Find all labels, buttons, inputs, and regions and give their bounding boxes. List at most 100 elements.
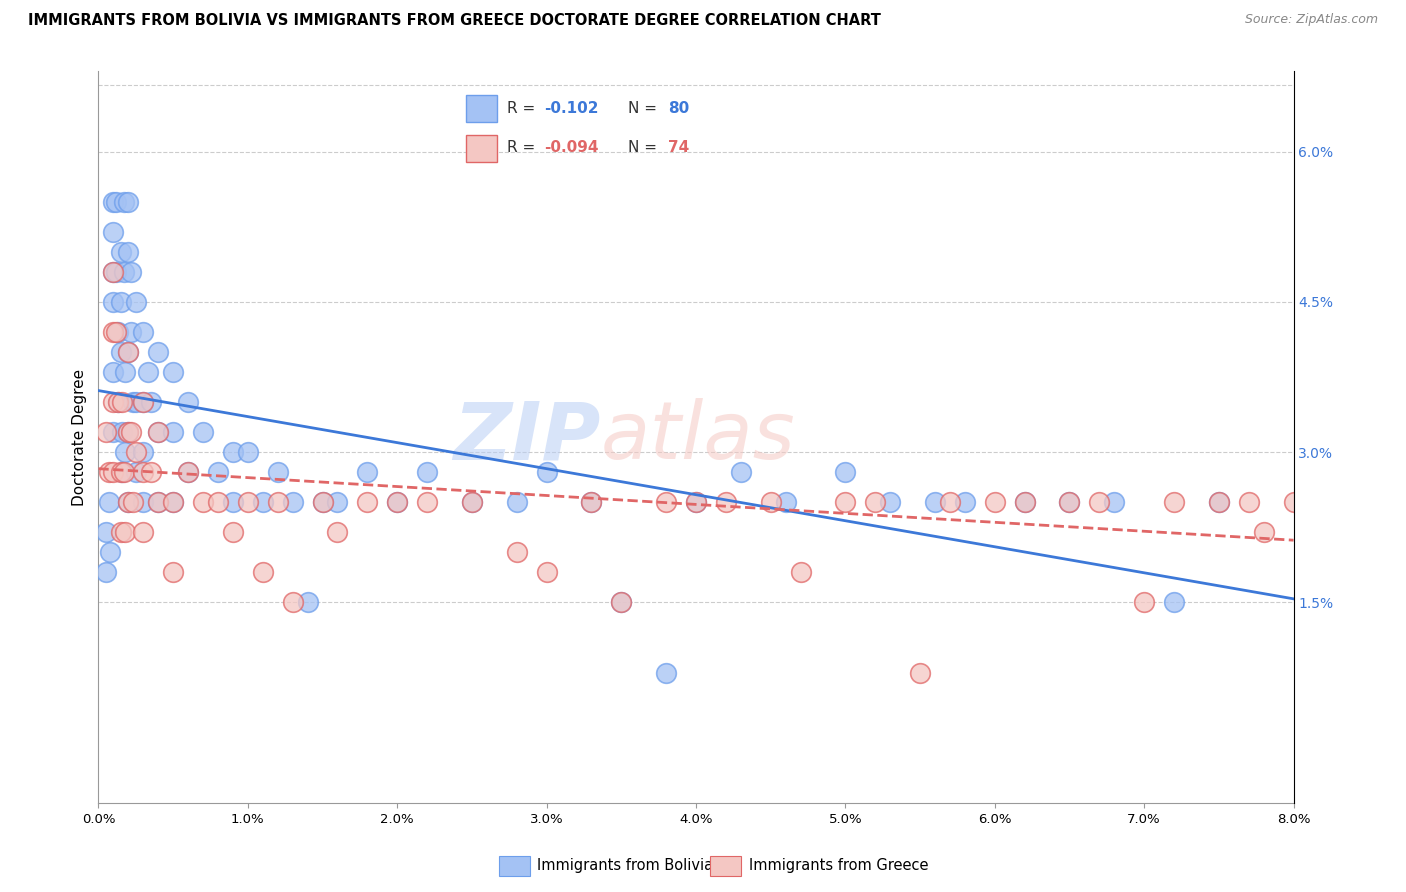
Point (110, 525, 132, 540)
Point (121, 495, 143, 509)
Point (685, 495, 707, 509)
Point (110, 465, 132, 479)
Point (1253, 525, 1275, 540)
Point (117, 345, 139, 359)
Point (117, 425, 139, 439)
Point (863, 495, 886, 509)
Point (834, 465, 856, 479)
Point (132, 395, 155, 409)
Text: IMMIGRANTS FROM BOLIVIA VS IMMIGRANTS FROM GREECE DOCTORATE DEGREE CORRELATION C: IMMIGRANTS FROM BOLIVIA VS IMMIGRANTS FR… (28, 13, 882, 29)
Text: Immigrants from Greece: Immigrants from Greece (749, 858, 929, 872)
Point (139, 395, 162, 409)
Point (1357, 495, 1379, 509)
Point (506, 545, 529, 559)
Point (111, 395, 134, 409)
Point (105, 265, 128, 279)
Point (132, 445, 155, 459)
Point (356, 495, 378, 509)
Y-axis label: Doctorate Degree: Doctorate Degree (72, 368, 87, 506)
Point (111, 465, 134, 479)
Point (252, 566, 274, 580)
Point (1163, 595, 1185, 609)
Point (1327, 665, 1350, 680)
Point (177, 395, 200, 409)
Point (132, 495, 155, 509)
Point (326, 525, 349, 540)
Point (112, 465, 135, 479)
Point (236, 445, 259, 459)
Point (112, 194, 135, 209)
Point (1163, 495, 1185, 509)
Point (103, 365, 125, 379)
Point (162, 365, 184, 379)
Point (110, 244, 132, 259)
Point (103, 395, 125, 409)
Point (1312, 495, 1334, 509)
Point (1208, 495, 1230, 509)
Point (1133, 595, 1156, 609)
Point (207, 465, 229, 479)
Point (356, 465, 378, 479)
Point (148, 425, 170, 439)
Point (1372, 495, 1395, 509)
Point (1237, 495, 1260, 509)
Point (385, 495, 409, 509)
Point (1282, 495, 1305, 509)
Point (103, 265, 125, 279)
Point (110, 294, 132, 309)
Point (117, 495, 139, 509)
Point (416, 495, 439, 509)
Point (125, 465, 148, 479)
Point (311, 495, 333, 509)
Point (148, 495, 170, 509)
Point (1014, 495, 1036, 509)
Point (177, 465, 200, 479)
Point (267, 495, 290, 509)
Point (94, 525, 117, 540)
Point (1088, 495, 1111, 509)
Point (267, 465, 290, 479)
Point (1014, 495, 1036, 509)
Point (1102, 495, 1125, 509)
Point (416, 465, 439, 479)
Point (120, 325, 142, 339)
Point (714, 495, 737, 509)
Point (114, 525, 136, 540)
Point (105, 325, 128, 339)
Point (112, 265, 135, 279)
Point (132, 465, 155, 479)
Point (139, 465, 162, 479)
Point (461, 495, 484, 509)
Point (117, 244, 139, 259)
Point (191, 425, 214, 439)
Point (177, 465, 200, 479)
Point (252, 495, 274, 509)
Point (536, 566, 558, 580)
Text: atlas: atlas (600, 398, 796, 476)
Point (222, 525, 245, 540)
Point (136, 365, 159, 379)
Point (385, 495, 409, 509)
Point (125, 445, 148, 459)
Point (117, 345, 139, 359)
Point (162, 425, 184, 439)
Point (94, 425, 117, 439)
Point (162, 495, 184, 509)
Point (311, 495, 333, 509)
Point (461, 495, 484, 509)
Point (120, 425, 142, 439)
Text: ZIP: ZIP (453, 398, 600, 476)
Point (117, 495, 139, 509)
Point (610, 595, 633, 609)
Point (834, 495, 856, 509)
Point (121, 395, 143, 409)
Point (162, 495, 184, 509)
Point (1059, 495, 1081, 509)
Point (97, 465, 120, 479)
Point (105, 194, 128, 209)
Point (908, 665, 931, 680)
Point (103, 465, 125, 479)
Point (132, 395, 155, 409)
Point (97, 495, 120, 509)
Point (191, 495, 214, 509)
